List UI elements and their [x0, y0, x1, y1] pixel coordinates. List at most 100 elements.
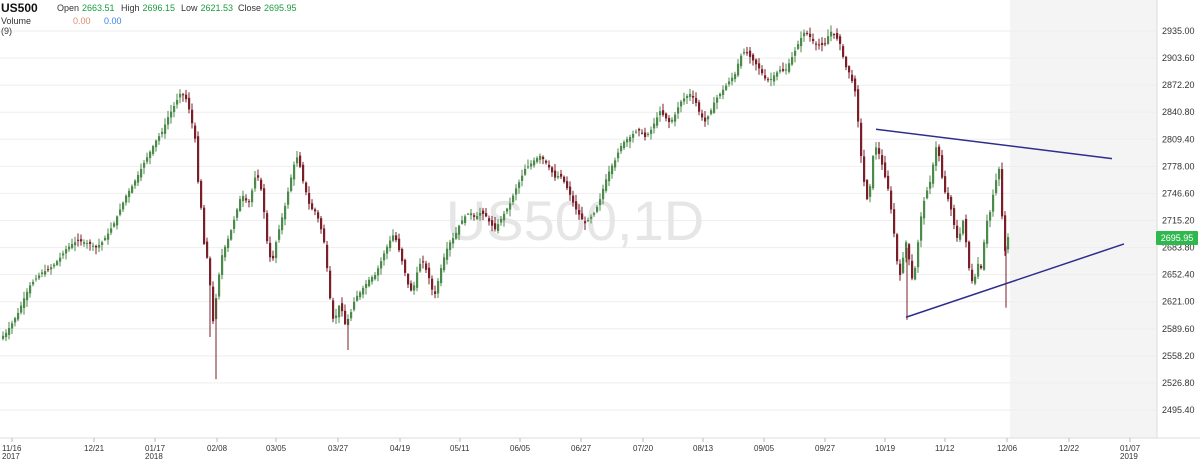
- candle: [131, 184, 134, 194]
- x-tick-label: 08/13: [693, 444, 714, 453]
- upper-trendline[interactable]: [875, 128, 1113, 160]
- candle: [1004, 211, 1007, 256]
- candle: [893, 202, 896, 238]
- candle: [947, 187, 950, 202]
- candle-body: [341, 303, 344, 312]
- trendlines-group[interactable]: [875, 128, 1125, 318]
- candle-body: [1001, 169, 1004, 217]
- candle: [578, 203, 581, 220]
- candle-body: [530, 163, 533, 167]
- candle-body: [80, 239, 83, 242]
- candle-body: [878, 148, 881, 154]
- candle: [719, 92, 722, 100]
- x-tick-label: 10/19: [875, 444, 896, 453]
- candle: [365, 279, 368, 295]
- candle: [863, 149, 866, 187]
- candle-body: [353, 301, 356, 310]
- candle: [464, 214, 467, 226]
- candle-body: [119, 209, 122, 215]
- candle: [572, 190, 575, 207]
- y-tick-label: 2526.80: [1162, 378, 1195, 388]
- candle-body: [527, 166, 530, 168]
- candle: [176, 93, 179, 109]
- candle: [416, 266, 419, 292]
- candle: [5, 329, 8, 342]
- candle-body: [155, 140, 158, 148]
- candle: [179, 89, 182, 104]
- candle-body: [461, 220, 464, 224]
- lower-trendline[interactable]: [905, 243, 1125, 318]
- candle-body: [872, 156, 875, 189]
- candle-body: [17, 312, 20, 320]
- candle-body: [71, 243, 74, 248]
- candle: [620, 143, 623, 154]
- x-tick-label: 06/05: [510, 444, 531, 453]
- candle: [188, 92, 191, 114]
- candle-body: [632, 133, 635, 138]
- candle: [173, 102, 176, 118]
- candle-body: [83, 242, 86, 244]
- candle-body: [605, 179, 608, 191]
- candle: [788, 58, 791, 74]
- y-tick-label: 2621.00: [1162, 297, 1195, 307]
- candle: [332, 297, 335, 323]
- candle: [428, 262, 431, 285]
- y-tick-label: 2903.60: [1162, 53, 1195, 63]
- candle: [302, 161, 305, 184]
- candle: [341, 297, 344, 317]
- candle-body: [707, 116, 710, 120]
- candle-body: [737, 63, 740, 76]
- candle: [296, 151, 299, 167]
- candle-body: [674, 114, 677, 122]
- candle-body: [239, 199, 242, 211]
- candle-body: [500, 218, 503, 223]
- candle-body: [68, 246, 71, 250]
- candle: [740, 53, 743, 69]
- candle: [497, 219, 500, 234]
- candle-body: [617, 152, 620, 159]
- candle: [836, 28, 839, 41]
- candle: [443, 253, 446, 273]
- candle: [938, 144, 941, 162]
- x-tick-label: 07/20: [633, 444, 654, 453]
- candle-body: [62, 253, 65, 256]
- candle: [818, 38, 821, 50]
- candle-body: [275, 242, 278, 258]
- candle-body: [77, 239, 80, 241]
- candle-body: [539, 156, 542, 160]
- candle-body: [284, 206, 287, 220]
- candle-body: [221, 255, 224, 275]
- candle-body: [185, 94, 188, 100]
- x-tick-year: 2019: [1120, 452, 1138, 460]
- candle-body: [710, 110, 713, 114]
- candle-body: [746, 52, 749, 54]
- candle: [638, 127, 641, 137]
- candle: [518, 179, 521, 194]
- price-axis[interactable]: 2935.00 2903.60 2872.20 2840.80 2809.40 2778.…: [1162, 26, 1195, 415]
- candle-body: [914, 268, 917, 280]
- x-tick-label: 03/05: [266, 444, 287, 453]
- candle-body: [113, 223, 116, 227]
- candle: [884, 155, 887, 179]
- close-readout: Close 2695.95: [238, 3, 297, 13]
- candle-body: [464, 216, 467, 223]
- candle: [404, 258, 407, 277]
- candle: [305, 181, 308, 196]
- candle: [800, 31, 803, 53]
- candle: [560, 169, 563, 180]
- candle: [431, 275, 434, 296]
- candle: [701, 109, 704, 121]
- candles-group: [2, 25, 1010, 380]
- candle-body: [854, 78, 857, 92]
- candle: [89, 239, 92, 251]
- candle-body: [860, 122, 863, 157]
- x-tick-label: 01/07: [1120, 444, 1141, 453]
- candle-body: [434, 291, 437, 294]
- candle-body: [365, 283, 368, 288]
- x-tick-label: 03/27: [328, 444, 349, 453]
- candle-body: [281, 217, 284, 231]
- candle: [137, 171, 140, 186]
- candle-body: [911, 260, 914, 279]
